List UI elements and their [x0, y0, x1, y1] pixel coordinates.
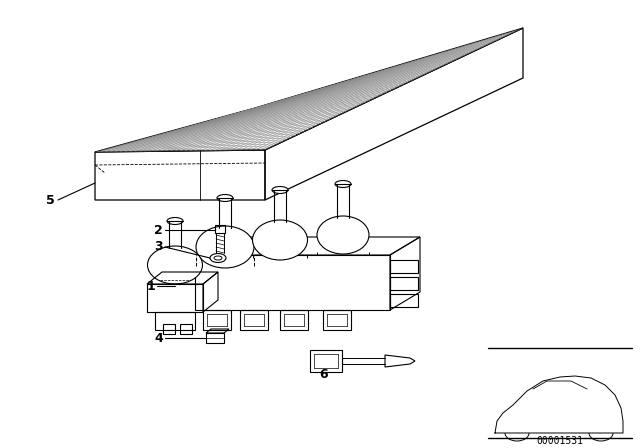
Ellipse shape — [210, 254, 226, 263]
Text: 3: 3 — [154, 241, 163, 254]
Ellipse shape — [196, 226, 254, 268]
Ellipse shape — [214, 256, 222, 260]
Text: 00001531: 00001531 — [536, 436, 584, 446]
Ellipse shape — [253, 220, 307, 260]
Text: 4: 4 — [154, 332, 163, 345]
Ellipse shape — [335, 181, 351, 188]
Ellipse shape — [147, 246, 202, 284]
PathPatch shape — [95, 28, 523, 152]
Ellipse shape — [317, 216, 369, 254]
Text: 5: 5 — [46, 194, 55, 207]
Text: 2: 2 — [154, 224, 163, 237]
Text: 6: 6 — [319, 369, 328, 382]
Ellipse shape — [217, 194, 233, 202]
Ellipse shape — [272, 186, 288, 194]
Ellipse shape — [167, 217, 183, 224]
Text: 1: 1 — [147, 280, 155, 293]
